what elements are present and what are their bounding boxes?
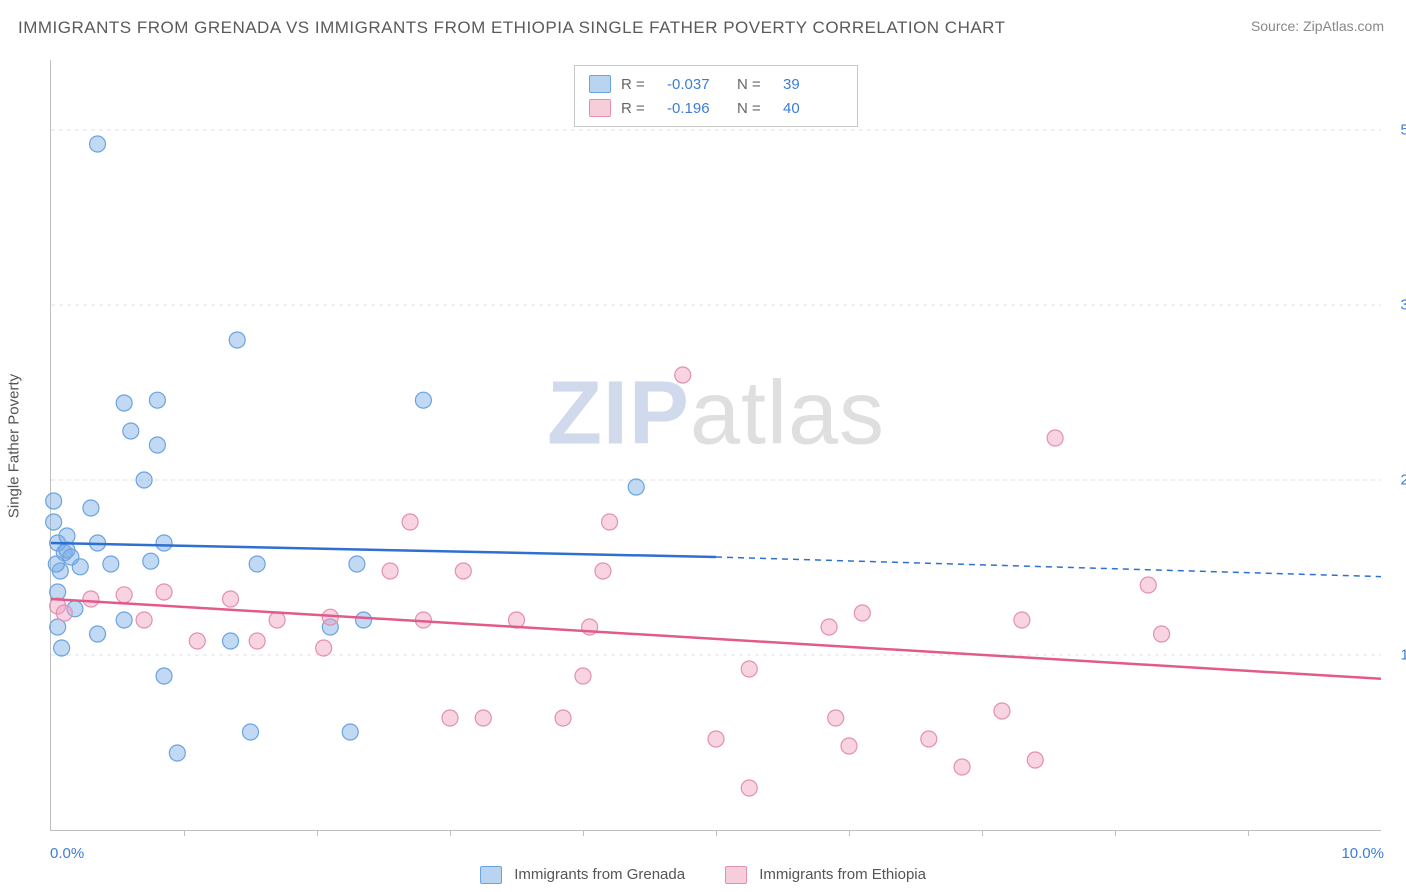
n-label: N =: [737, 76, 773, 93]
n-label: N =: [737, 100, 773, 117]
r-value-grenada: -0.037: [667, 76, 727, 93]
chart-title: IMMIGRANTS FROM GRENADA VS IMMIGRANTS FR…: [18, 18, 1006, 38]
r-value-ethiopia: -0.196: [667, 100, 727, 117]
swatch-grenada-icon: [589, 75, 611, 93]
y-tick-label: 50.0%: [1388, 122, 1406, 139]
y-tick-label: 12.5%: [1388, 647, 1406, 664]
n-value-grenada: 39: [783, 76, 843, 93]
stats-legend: R = -0.037 N = 39 R = -0.196 N = 40: [574, 65, 858, 127]
chart-container: IMMIGRANTS FROM GRENADA VS IMMIGRANTS FR…: [0, 0, 1406, 892]
trend-line-extrapolated: [716, 557, 1381, 577]
source-attribution: Source: ZipAtlas.com: [1251, 18, 1384, 34]
swatch-ethiopia-icon: [725, 866, 747, 884]
n-value-ethiopia: 40: [783, 100, 843, 117]
y-tick-label: 37.5%: [1388, 297, 1406, 314]
legend-item-ethiopia: Immigrants from Ethiopia: [725, 866, 926, 884]
plot-area: ZIPatlas R = -0.037 N = 39 R = -0.196 N …: [50, 60, 1381, 831]
x-axis-min-label: 0.0%: [50, 845, 84, 862]
y-tick-label: 25.0%: [1388, 472, 1406, 489]
trend-line: [51, 543, 716, 557]
stats-row-ethiopia: R = -0.196 N = 40: [589, 96, 843, 120]
legend-item-grenada: Immigrants from Grenada: [480, 866, 685, 884]
y-axis-label: Single Father Poverty: [6, 374, 23, 518]
r-label: R =: [621, 76, 657, 93]
legend-label-grenada: Immigrants from Grenada: [514, 866, 685, 883]
trend-line: [51, 599, 1381, 679]
series-legend: Immigrants from Grenada Immigrants from …: [480, 866, 926, 884]
stats-row-grenada: R = -0.037 N = 39: [589, 72, 843, 96]
legend-label-ethiopia: Immigrants from Ethiopia: [759, 866, 926, 883]
x-axis-max-label: 10.0%: [1341, 845, 1384, 862]
swatch-grenada-icon: [480, 866, 502, 884]
trend-layer: [51, 60, 1381, 830]
swatch-ethiopia-icon: [589, 99, 611, 117]
r-label: R =: [621, 100, 657, 117]
